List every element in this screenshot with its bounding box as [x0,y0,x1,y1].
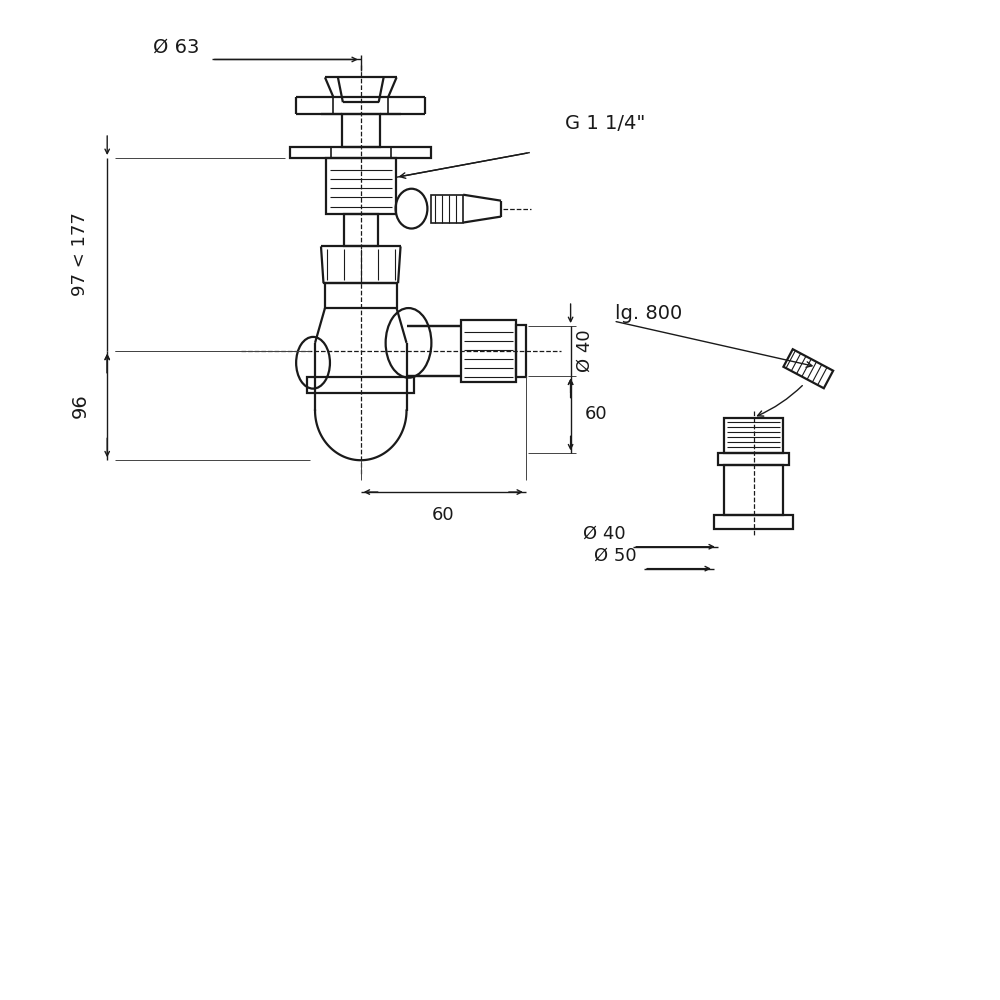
Text: 96: 96 [70,393,89,418]
Text: Ø 50: Ø 50 [594,547,636,565]
Bar [326,158,396,214]
Bar [783,349,833,388]
Text: lg. 800: lg. 800 [615,304,683,323]
Bar [344,214,378,246]
Bar [724,418,783,453]
Bar [714,515,793,529]
Bar [431,195,463,223]
Text: Ø 40: Ø 40 [576,330,594,372]
Bar [718,453,789,465]
Text: 97 < 177: 97 < 177 [71,212,89,296]
Text: G 1 1/4": G 1 1/4" [565,114,645,133]
Bar [461,320,516,382]
Bar [342,114,380,147]
Bar [325,283,397,308]
Text: 60: 60 [585,405,607,423]
Text: 60: 60 [432,506,455,524]
Bar [724,465,783,515]
Text: Ø 63: Ø 63 [153,37,200,56]
Bar [290,147,431,158]
Bar [516,325,526,377]
Text: Ø 40: Ø 40 [583,525,625,543]
Bar [307,377,414,393]
